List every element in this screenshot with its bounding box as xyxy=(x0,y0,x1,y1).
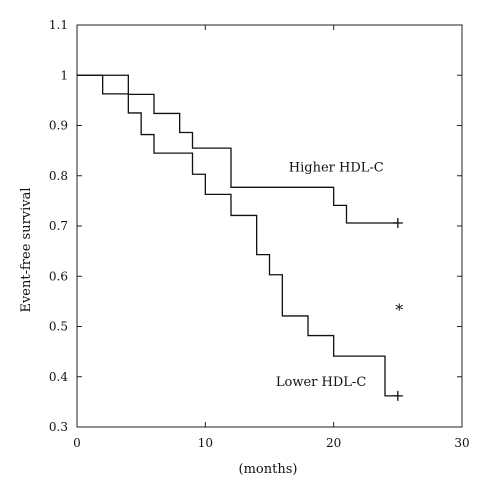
y-tick-label: 0.3 xyxy=(49,420,68,434)
series-label: Higher HDL-C xyxy=(289,161,384,176)
y-tick-label: 0.4 xyxy=(49,370,68,384)
y-tick-label: 1 xyxy=(60,68,68,82)
y-tick-label: 0.9 xyxy=(49,119,68,133)
x-tick-label: 30 xyxy=(454,436,469,450)
y-tick-label: 0.8 xyxy=(49,169,68,183)
x-tick-label: 20 xyxy=(326,436,341,450)
y-tick-label: 0.5 xyxy=(49,320,68,334)
series-line-higher-hdl-c xyxy=(77,74,398,224)
series-line-lower-hdl-c xyxy=(77,74,398,397)
plot-border xyxy=(76,24,463,428)
annotations: Higher HDL-C Lower HDL-C * xyxy=(276,161,403,390)
y-axis-title: Event-free survival xyxy=(19,187,34,312)
y-tick-label: 0.6 xyxy=(49,269,68,283)
series-label: Lower HDL-C xyxy=(276,375,366,390)
axis-ticks: 0.3 0.4 0.5 0.6 0.7 0.8 0.9 1 1.1 0 10 20 30 xyxy=(49,18,470,450)
significance-star: * xyxy=(395,300,403,319)
x-tick-label: 0 xyxy=(73,436,81,450)
plot-frame xyxy=(76,24,463,428)
x-axis-title: (months) xyxy=(239,462,298,477)
y-tick-label: 0.7 xyxy=(49,219,68,233)
y-tick-label: 1.1 xyxy=(49,18,68,32)
x-tick-label: 10 xyxy=(198,436,213,450)
series-group xyxy=(77,74,403,401)
